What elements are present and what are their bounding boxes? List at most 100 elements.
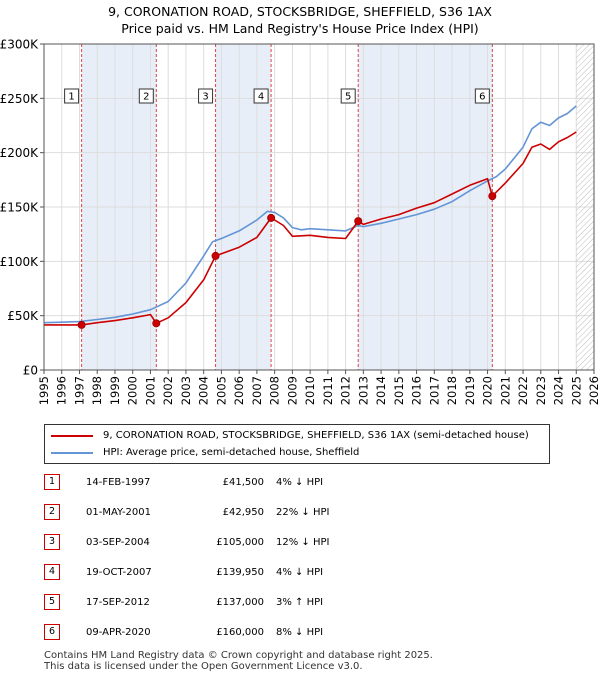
x-tick-label: 1998 [90, 376, 104, 405]
sale-point [152, 319, 161, 328]
sale-price: £139,950 [216, 567, 264, 578]
x-tick-label: 2023 [534, 376, 548, 405]
sale-price: £160,000 [216, 627, 264, 638]
sale-number-badge: 2 [44, 504, 60, 520]
x-tick-label: 2021 [498, 376, 512, 405]
sale-marker-box [474, 88, 490, 104]
x-tick-label: 2002 [161, 376, 175, 405]
footer-line-2: This data is licensed under the Open Gov… [44, 661, 363, 672]
sale-point [267, 213, 276, 222]
sale-row: 4 19-OCT-2007 £139,950 4% ↓ HPI [44, 564, 444, 582]
x-tick-label: 2022 [516, 376, 530, 405]
sale-row: 1 14-FEB-1997 £41,500 4% ↓ HPI [44, 474, 444, 492]
x-tick-label: 2017 [427, 376, 441, 405]
hpi-series-line [43, 105, 577, 324]
x-tick-label: 2003 [179, 376, 193, 405]
sale-price: £137,000 [216, 597, 264, 608]
price-chart: 1 2 3 4 5 6 £0 £50K £100K £150K £200K £250K £300K 19… [0, 38, 600, 406]
x-tick-label: 2019 [463, 376, 477, 405]
x-tick-label: 1996 [55, 376, 69, 405]
x-tick-label: 2000 [126, 376, 140, 405]
y-tick-label: £50K [7, 309, 39, 323]
sale-price: £41,500 [222, 477, 264, 488]
sale-hpi-comparison: 8% ↓ HPI [276, 627, 324, 638]
x-tick-label: 2020 [481, 376, 495, 405]
chart-title-line-2: Price paid vs. HM Land Registry's House … [121, 21, 479, 36]
x-tick-label: 2005 [214, 376, 228, 405]
chart-title-line-1: 9, CORONATION ROAD, STOCKSBRIDGE, SHEFFI… [108, 4, 492, 19]
sale-marker-label: 6 [479, 92, 485, 103]
footer-line-1: Contains HM Land Registry data © Crown c… [44, 650, 433, 661]
sale-row: 6 09-APR-2020 £160,000 8% ↓ HPI [44, 624, 444, 642]
sale-marker-label: 4 [258, 92, 264, 103]
legend-label-hpi: HPI: Average price, semi-detached house,… [103, 447, 360, 458]
sale-marker-box [64, 88, 80, 104]
x-tick-label: 1995 [37, 376, 51, 405]
x-tick-label: 1999 [108, 376, 122, 405]
sale-hpi-comparison: 12% ↓ HPI [276, 537, 330, 548]
sale-marker-box [253, 88, 269, 104]
sale-marker-label: 1 [68, 92, 74, 103]
x-tick-label: 2008 [268, 376, 282, 405]
x-tick-label: 2007 [250, 376, 264, 405]
sale-marker-label: 2 [143, 92, 149, 103]
sale-marker-box [138, 88, 154, 104]
legend-swatch-hpi [51, 452, 93, 454]
sale-number-badge: 5 [44, 594, 60, 610]
x-tick-label: 2015 [392, 376, 406, 405]
y-tick-label: £250K [0, 92, 39, 106]
x-tick-label: 2009 [285, 376, 299, 405]
x-tick-label: 2025 [569, 376, 583, 405]
sale-price: £42,950 [222, 507, 264, 518]
legend-swatch-property [51, 435, 93, 437]
y-tick-label: £200K [0, 146, 39, 160]
forecast-hatch [576, 44, 594, 370]
x-tick-label: 1997 [72, 376, 86, 405]
legend-label-property: 9, CORONATION ROAD, STOCKSBRIDGE, SHEFFI… [103, 430, 529, 441]
sale-number-badge: 1 [44, 474, 60, 490]
sale-marker-box [340, 88, 356, 104]
sale-hpi-comparison: 3% ↑ HPI [276, 597, 324, 608]
sale-number-badge: 3 [44, 534, 60, 550]
sale-row: 5 17-SEP-2012 £137,000 3% ↑ HPI [44, 594, 444, 612]
x-tick-label: 2004 [197, 376, 211, 405]
sale-number-badge: 6 [44, 624, 60, 640]
sale-hpi-comparison: 4% ↓ HPI [276, 567, 324, 578]
y-tick-label: £300K [0, 38, 39, 52]
x-tick-label: 2011 [321, 376, 335, 405]
chart-title: 9, CORONATION ROAD, STOCKSBRIDGE, SHEFFI… [0, 3, 600, 37]
sale-marker-box [198, 88, 214, 104]
sale-date: 09-APR-2020 [86, 627, 151, 638]
x-tick-label: 2018 [445, 376, 459, 405]
x-tick-label: 2016 [410, 376, 424, 405]
y-tick-label: £150K [0, 201, 39, 215]
sale-point [354, 217, 363, 226]
sale-row: 2 01-MAY-2001 £42,950 22% ↓ HPI [44, 504, 444, 522]
sale-date: 01-MAY-2001 [86, 507, 152, 518]
sale-date: 03-SEP-2004 [86, 537, 150, 548]
x-tick-label: 2006 [232, 376, 246, 405]
footer-attribution: Contains HM Land Registry data © Crown c… [44, 650, 433, 672]
sale-date: 14-FEB-1997 [86, 477, 151, 488]
x-tick-label: 2014 [374, 376, 388, 405]
sale-price: £105,000 [216, 537, 264, 548]
sale-point [77, 320, 86, 329]
x-tick-label: 2010 [303, 376, 317, 405]
x-tick-label: 2012 [339, 376, 353, 405]
property-series-line [44, 131, 577, 326]
sale-row: 3 03-SEP-2004 £105,000 12% ↓ HPI [44, 534, 444, 552]
x-tick-label: 2013 [356, 376, 370, 405]
sale-marker-label: 3 [202, 92, 208, 103]
x-tick-label: 2026 [587, 376, 600, 405]
sale-point [488, 192, 497, 201]
y-tick-label: £0 [23, 364, 38, 378]
sale-marker-label: 5 [345, 92, 351, 103]
legend: 9, CORONATION ROAD, STOCKSBRIDGE, SHEFFI… [44, 424, 550, 464]
sale-number-badge: 4 [44, 564, 60, 580]
sale-hpi-comparison: 4% ↓ HPI [276, 477, 324, 488]
sale-hpi-comparison: 22% ↓ HPI [276, 507, 330, 518]
x-tick-label: 2001 [143, 376, 157, 405]
sale-date: 17-SEP-2012 [86, 597, 150, 608]
y-tick-label: £100K [0, 255, 39, 269]
x-tick-label: 2024 [552, 376, 566, 405]
